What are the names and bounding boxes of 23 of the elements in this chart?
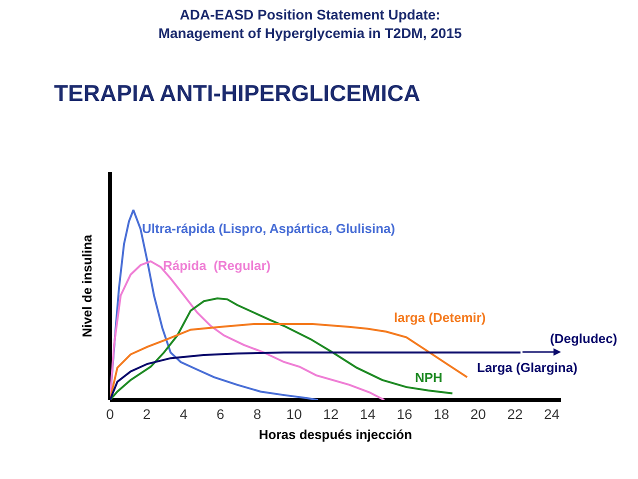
- x-tick-label: 14: [360, 406, 376, 422]
- x-tick-label: 22: [507, 406, 523, 422]
- legend-label: Larga (Glargina): [477, 360, 578, 375]
- x-tick-label: 24: [544, 406, 560, 422]
- series-label: NPH: [415, 370, 442, 385]
- x-tick-label: 12: [323, 406, 339, 422]
- x-tick-label: 10: [286, 406, 302, 422]
- x-tick-label: 16: [396, 406, 413, 422]
- x-axis-title: Horas después injección: [258, 426, 412, 442]
- x-tick-label: 0: [106, 406, 114, 422]
- x-tick-label: 8: [253, 406, 262, 422]
- annotation: (Degludec): [550, 331, 618, 346]
- y-axis-title: Nivel de insulina: [79, 234, 94, 338]
- chart-subtitle: TERAPIA ANTI-HIPERGLICEMICA: [54, 80, 420, 106]
- series-label: Rápida (Regular): [163, 258, 271, 273]
- x-tick-label: 4: [180, 406, 188, 422]
- chart-title: ADA-EASD Position Statement Update: Management of Hyperglycemia in T2DM, 2015: [158, 6, 462, 41]
- series-label: larga (Detemir): [394, 310, 486, 325]
- x-tick-label: 18: [434, 406, 450, 422]
- x-tick-label: 6: [216, 406, 225, 422]
- x-tick-label: 2: [142, 406, 151, 422]
- x-tick-label: 20: [470, 406, 486, 422]
- series-label: Ultra-rápida (Lispro, Aspártica, Glulisina): [142, 221, 396, 236]
